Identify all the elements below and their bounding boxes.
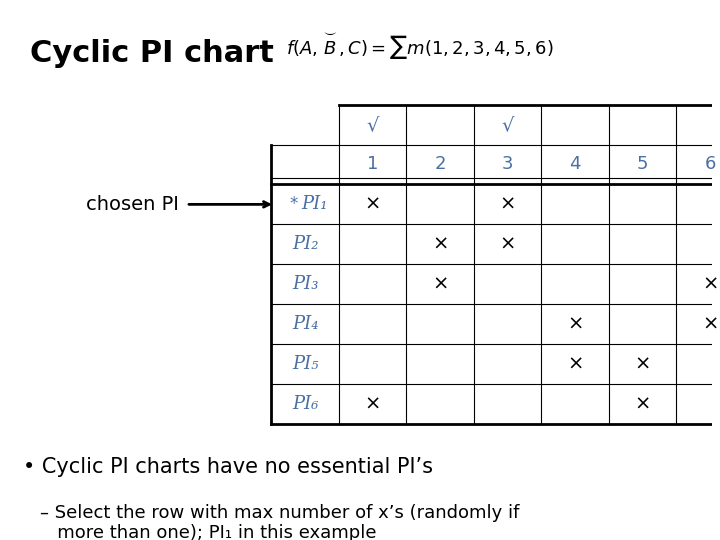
- Text: 1: 1: [367, 156, 378, 173]
- Text: √: √: [366, 115, 379, 134]
- Text: Cyclic PI chart: Cyclic PI chart: [30, 39, 274, 68]
- Text: PI₄: PI₄: [292, 315, 318, 333]
- Text: chosen PI: chosen PI: [86, 195, 179, 214]
- Text: PI₁: PI₁: [302, 195, 328, 213]
- Text: ×: ×: [432, 235, 449, 254]
- Text: 3: 3: [502, 156, 513, 173]
- Text: 6: 6: [704, 156, 716, 173]
- Text: PI₂: PI₂: [292, 235, 318, 253]
- Text: – Select the row with max number of x’s (randomly if
   more than one); PI₁ in t: – Select the row with max number of x’s …: [40, 504, 520, 540]
- Text: ×: ×: [702, 314, 719, 334]
- Text: √: √: [501, 115, 514, 134]
- Text: PI₆: PI₆: [292, 395, 318, 413]
- Text: $f(A, \overset{\smile}{B}, C) = \sum m(1,2,3,4,5,6)$: $f(A, \overset{\smile}{B}, C) = \sum m(1…: [286, 32, 553, 62]
- Text: 5: 5: [636, 156, 648, 173]
- Text: PI₃: PI₃: [292, 275, 318, 293]
- Text: ×: ×: [500, 235, 516, 254]
- Text: ×: ×: [500, 195, 516, 214]
- Text: ×: ×: [567, 314, 583, 334]
- Text: ×: ×: [432, 275, 449, 294]
- Text: 4: 4: [570, 156, 581, 173]
- Text: ×: ×: [634, 394, 651, 413]
- Text: ×: ×: [364, 394, 381, 413]
- Text: ×: ×: [634, 354, 651, 374]
- Text: 2: 2: [434, 156, 446, 173]
- Text: PI₅: PI₅: [292, 355, 318, 373]
- Text: ×: ×: [567, 354, 583, 374]
- Text: ×: ×: [364, 195, 381, 214]
- Text: • Cyclic PI charts have no essential PI’s: • Cyclic PI charts have no essential PI’…: [23, 457, 433, 477]
- Text: *: *: [289, 195, 298, 213]
- Text: ×: ×: [702, 275, 719, 294]
